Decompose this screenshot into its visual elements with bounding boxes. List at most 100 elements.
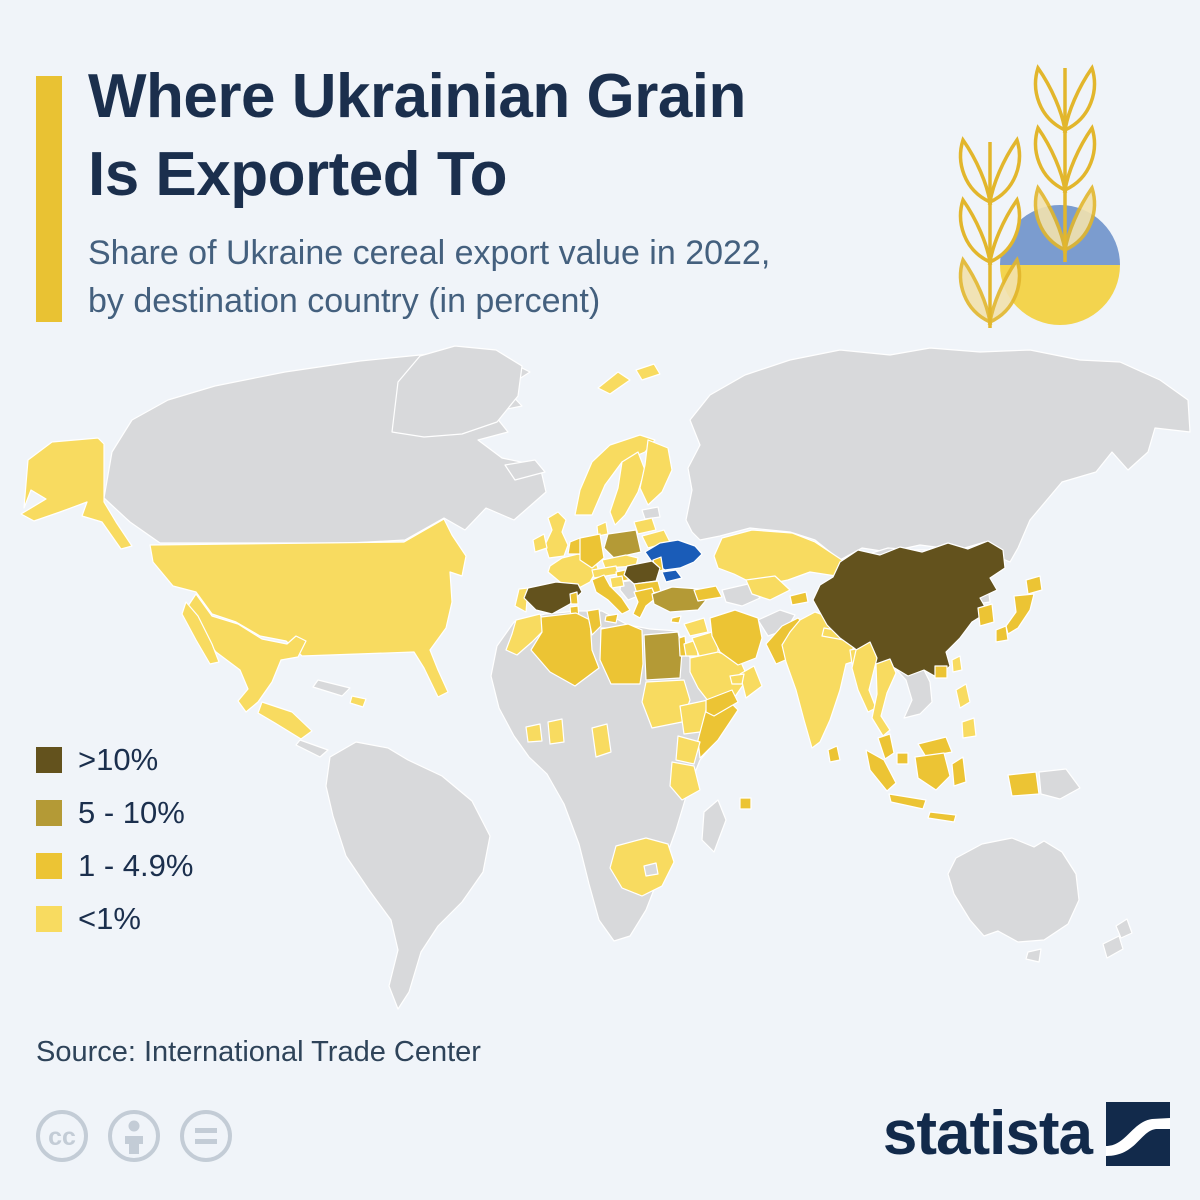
- map-country-dominican-republic: [349, 695, 367, 708]
- map-country-cyprus: [670, 615, 682, 624]
- map-country-uzbekistan: [745, 575, 791, 601]
- map-country-guatemala: [257, 701, 313, 740]
- statista-logo[interactable]: statista: [883, 1098, 1170, 1169]
- map-country-poland: [603, 529, 642, 559]
- map-country-papua-new-guinea: [1038, 768, 1081, 800]
- cc-glyph: cc: [48, 1123, 76, 1151]
- map-country-united-arab-emirates: [729, 673, 745, 685]
- legend-row: 5 - 10%: [36, 795, 193, 831]
- page-title-line1: Where Ukrainian Grain: [88, 62, 746, 131]
- map-country-kyrgyzstan: [789, 591, 809, 606]
- map-country-tanzania: [669, 761, 701, 801]
- legend-label-lt1: <1%: [78, 901, 141, 936]
- map-country-oman: [739, 665, 763, 699]
- map-country-sri-lanka: [827, 745, 841, 763]
- map-country-costa-rica: [295, 739, 329, 758]
- legend-row: <1%: [36, 901, 193, 937]
- map-country-malaysia: [877, 733, 895, 760]
- map-country-yemen: [705, 689, 739, 717]
- map-country-algeria: [530, 612, 600, 687]
- map-country-indonesia: [1007, 771, 1040, 797]
- map-country-mexico: [183, 593, 307, 713]
- map-country-united-states: [149, 518, 467, 698]
- map-country-finland: [639, 439, 673, 506]
- map-country-italy: [604, 613, 619, 624]
- wheat-stalk-icon: [958, 138, 1022, 328]
- source-text: Source: International Trade Center: [36, 1036, 481, 1068]
- map-country-ukraine: [661, 569, 683, 583]
- cc-icon[interactable]: [36, 1110, 88, 1162]
- wheat-flag-logo: [915, 50, 1165, 340]
- equals-glyph: [195, 1128, 217, 1144]
- legend-swatch-1-49: [36, 853, 62, 879]
- map-country-russia: [685, 347, 1191, 563]
- wheat-stalk-icon: [1033, 66, 1097, 262]
- map-country-egypt: [643, 631, 683, 681]
- map-country-ivory-coast: [525, 723, 543, 743]
- page-title: Where Ukrainian Grain Is Exported To: [88, 58, 948, 214]
- map-country-indonesia: [888, 793, 927, 810]
- map-country-thailand: [871, 658, 897, 737]
- map-country-indonesia: [865, 749, 897, 792]
- attribution-icon[interactable]: [108, 1110, 160, 1162]
- legend-row: 1 - 4.9%: [36, 848, 193, 884]
- equals-icon[interactable]: [180, 1110, 232, 1162]
- map-country-tunisia: [586, 608, 602, 636]
- map-country-mexico: [181, 601, 220, 665]
- map-country-south-america: [325, 741, 491, 1010]
- map-country-spain: [523, 581, 583, 615]
- map-country-cuba: [312, 679, 351, 697]
- map-country-georgia: [693, 585, 723, 602]
- map-country-syria: [683, 617, 709, 637]
- map-country-portugal: [514, 587, 529, 613]
- map-country-sweden: [609, 451, 646, 526]
- map-country-singapore: [896, 752, 909, 765]
- map-country-turkey: [651, 586, 708, 613]
- wheat-flag-icon: [958, 66, 1120, 328]
- map-country-south-korea: [977, 603, 995, 627]
- map-country-italy: [591, 574, 631, 615]
- map-country-japan: [995, 625, 1009, 643]
- map-country-china: [812, 540, 1006, 679]
- accent-bar: [36, 76, 62, 322]
- map-country-japan: [1005, 593, 1035, 635]
- map-country-indonesia: [951, 756, 967, 787]
- map-country-netherlands: [567, 537, 582, 555]
- map-country-new-zealand: [1115, 918, 1133, 939]
- map-country-south-africa: [609, 837, 675, 897]
- statista-mark-icon: [1106, 1101, 1170, 1166]
- map-country-united-kingdom: [544, 511, 569, 559]
- map-country-lesotho: [643, 862, 659, 877]
- map-country-madagascar: [701, 799, 727, 853]
- map-country-philippines: [961, 717, 977, 739]
- map-country-morocco: [505, 613, 547, 656]
- legend-label-1-49: 1 - 4.9%: [78, 848, 194, 883]
- map-country-croatia: [609, 575, 625, 589]
- map-country-germany: [579, 533, 605, 569]
- cc-license-icons[interactable]: cc: [34, 1106, 254, 1171]
- map-country-myanmar: [851, 641, 878, 713]
- map-legend: >10% 5 - 10% 1 - 4.9% <1%: [36, 742, 193, 954]
- page-subtitle: Share of Ukraine cereal export value in …: [88, 230, 948, 325]
- map-country-iceland: [504, 459, 546, 481]
- map-country-svalbard: [597, 371, 631, 395]
- map-country-taiwan: [951, 655, 963, 673]
- map-country-italy: [569, 591, 579, 605]
- page-title-line2: Is Exported To: [88, 140, 508, 210]
- map-country-czechia: [601, 554, 639, 569]
- legend-swatch-gt10: [36, 747, 62, 773]
- page-subtitle-line1: Share of Ukraine cereal export value in …: [88, 234, 771, 273]
- map-country-ireland: [532, 533, 548, 553]
- map-country-indonesia: [914, 752, 951, 791]
- map-country-libya: [599, 623, 644, 685]
- map-country-japan: [1025, 575, 1043, 595]
- map-country-hong-kong: [934, 665, 948, 679]
- legend-label-5-10: 5 - 10%: [78, 795, 185, 830]
- map-country-new-zealand: [1102, 935, 1124, 959]
- map-country-australia: [1025, 948, 1042, 963]
- map-country-greece: [632, 587, 657, 619]
- map-country-iran: [709, 609, 763, 666]
- map-country-estonia: [641, 506, 661, 520]
